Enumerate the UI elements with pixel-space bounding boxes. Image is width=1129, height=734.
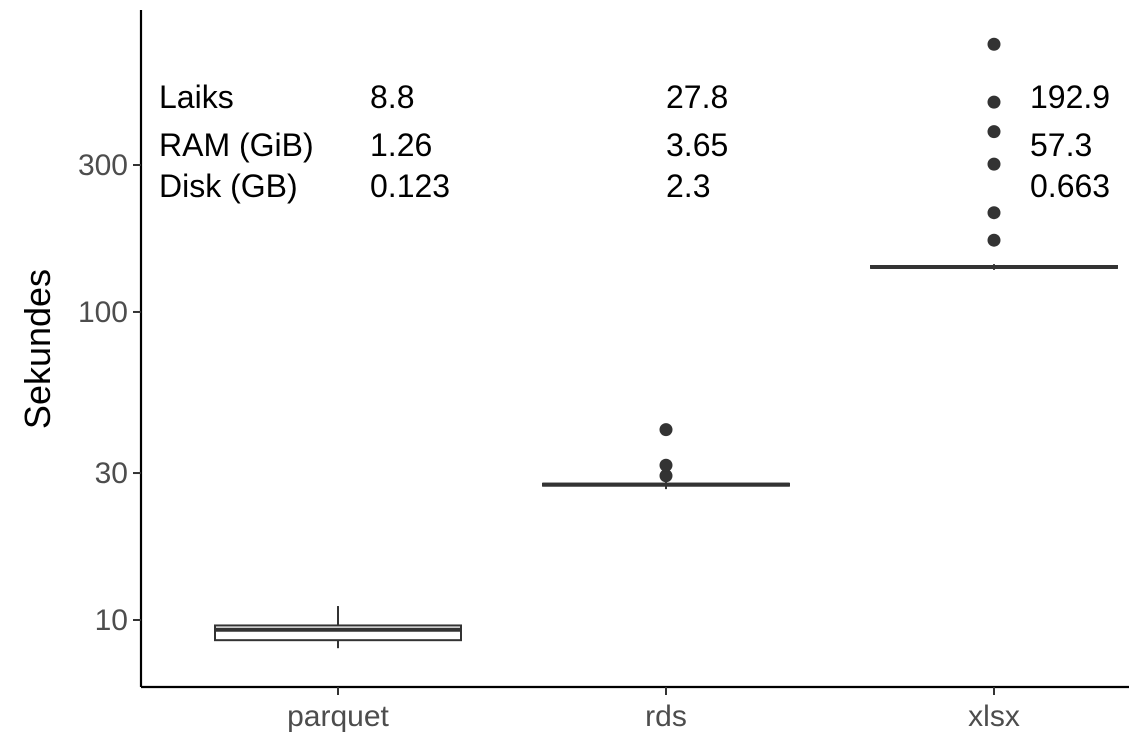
outlier-point [987, 157, 1001, 171]
box-iqr [214, 624, 462, 642]
annotation-row-label: Laiks [159, 79, 234, 115]
outlier-point [987, 233, 1001, 247]
x-tick-label: rds [645, 700, 687, 733]
y-axis-title: Sekundes [17, 269, 58, 429]
annotation-value: 3.65 [666, 127, 728, 163]
plot-panel: 10 30 100 300 parquet rds xlsx Laiks 8.8 27.8 19… [78, 10, 1129, 733]
x-tick-label: parquet [287, 700, 389, 733]
outlier-point [987, 125, 1001, 139]
box-xlsx [870, 37, 1118, 270]
annotation-value: 27.8 [666, 79, 728, 115]
y-tick-label: 300 [78, 149, 128, 182]
annotation-value: 57.3 [1030, 127, 1092, 163]
box-rds [542, 423, 790, 490]
annotation-value: 192.9 [1030, 79, 1110, 115]
x-axis-ticks: parquet rds xlsx [287, 687, 1020, 733]
y-tick-label: 10 [95, 604, 128, 637]
outlier-point [659, 469, 673, 483]
boxplot-boxes [214, 37, 1118, 649]
annotation-value: 1.26 [370, 127, 432, 163]
x-tick-label: xlsx [968, 700, 1020, 733]
outlier-point [987, 206, 1001, 220]
outlier-point [987, 95, 1001, 109]
annotation-row-label: Disk (GB) [159, 168, 298, 204]
y-tick-label: 100 [78, 296, 128, 329]
annotation-value: 0.663 [1030, 168, 1110, 204]
box-parquet [214, 606, 462, 649]
annotation-value: 8.8 [370, 79, 414, 115]
annotation-value: 0.123 [370, 168, 450, 204]
outlier-point [987, 37, 1001, 51]
annotation-table: Laiks 8.8 27.8 192.9 RAM (GiB) 1.26 3.65 57.3 Di… [159, 79, 1110, 204]
annotation-row-label: RAM (GiB) [159, 127, 314, 163]
annotation-value: 2.3 [666, 168, 710, 204]
outlier-point [659, 458, 673, 472]
y-axis-ticks: 10 30 100 300 [78, 149, 141, 637]
outlier-point [659, 423, 673, 437]
y-tick-label: 30 [95, 457, 128, 490]
